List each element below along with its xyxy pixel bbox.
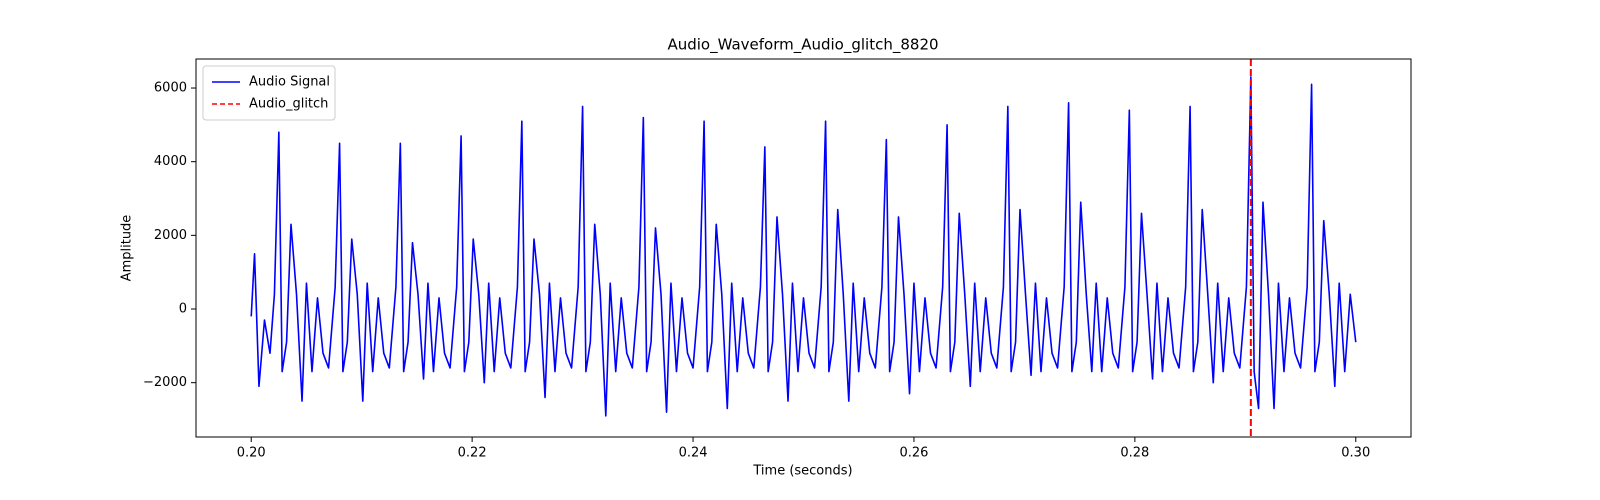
plot-frame — [195, 58, 1412, 438]
y-tick-label: 4000 — [154, 154, 187, 169]
y-axis-label: Amplitude — [120, 215, 135, 282]
signal-line — [250, 76, 1357, 417]
chart-title: Audio_Waveform_Audio_glitch_8820 — [667, 36, 938, 55]
legend-box — [202, 65, 336, 121]
y-tick-label: −2000 — [143, 375, 187, 390]
legend-label: Audio_glitch — [249, 97, 328, 112]
x-tick-label: 0.22 — [458, 446, 487, 461]
x-tick-label: 0.26 — [899, 446, 928, 461]
x-tick-label: 0.30 — [1341, 446, 1370, 461]
y-tick-label: 6000 — [154, 81, 187, 96]
x-axis-label: Time (seconds) — [752, 464, 852, 479]
x-tick-label: 0.28 — [1120, 446, 1149, 461]
y-tick-label: 2000 — [154, 228, 187, 243]
x-tick-label: 0.24 — [679, 446, 708, 461]
y-tick-label: 0 — [179, 302, 187, 317]
x-tick-label: 0.20 — [237, 446, 266, 461]
legend-label: Audio Signal — [249, 75, 330, 90]
